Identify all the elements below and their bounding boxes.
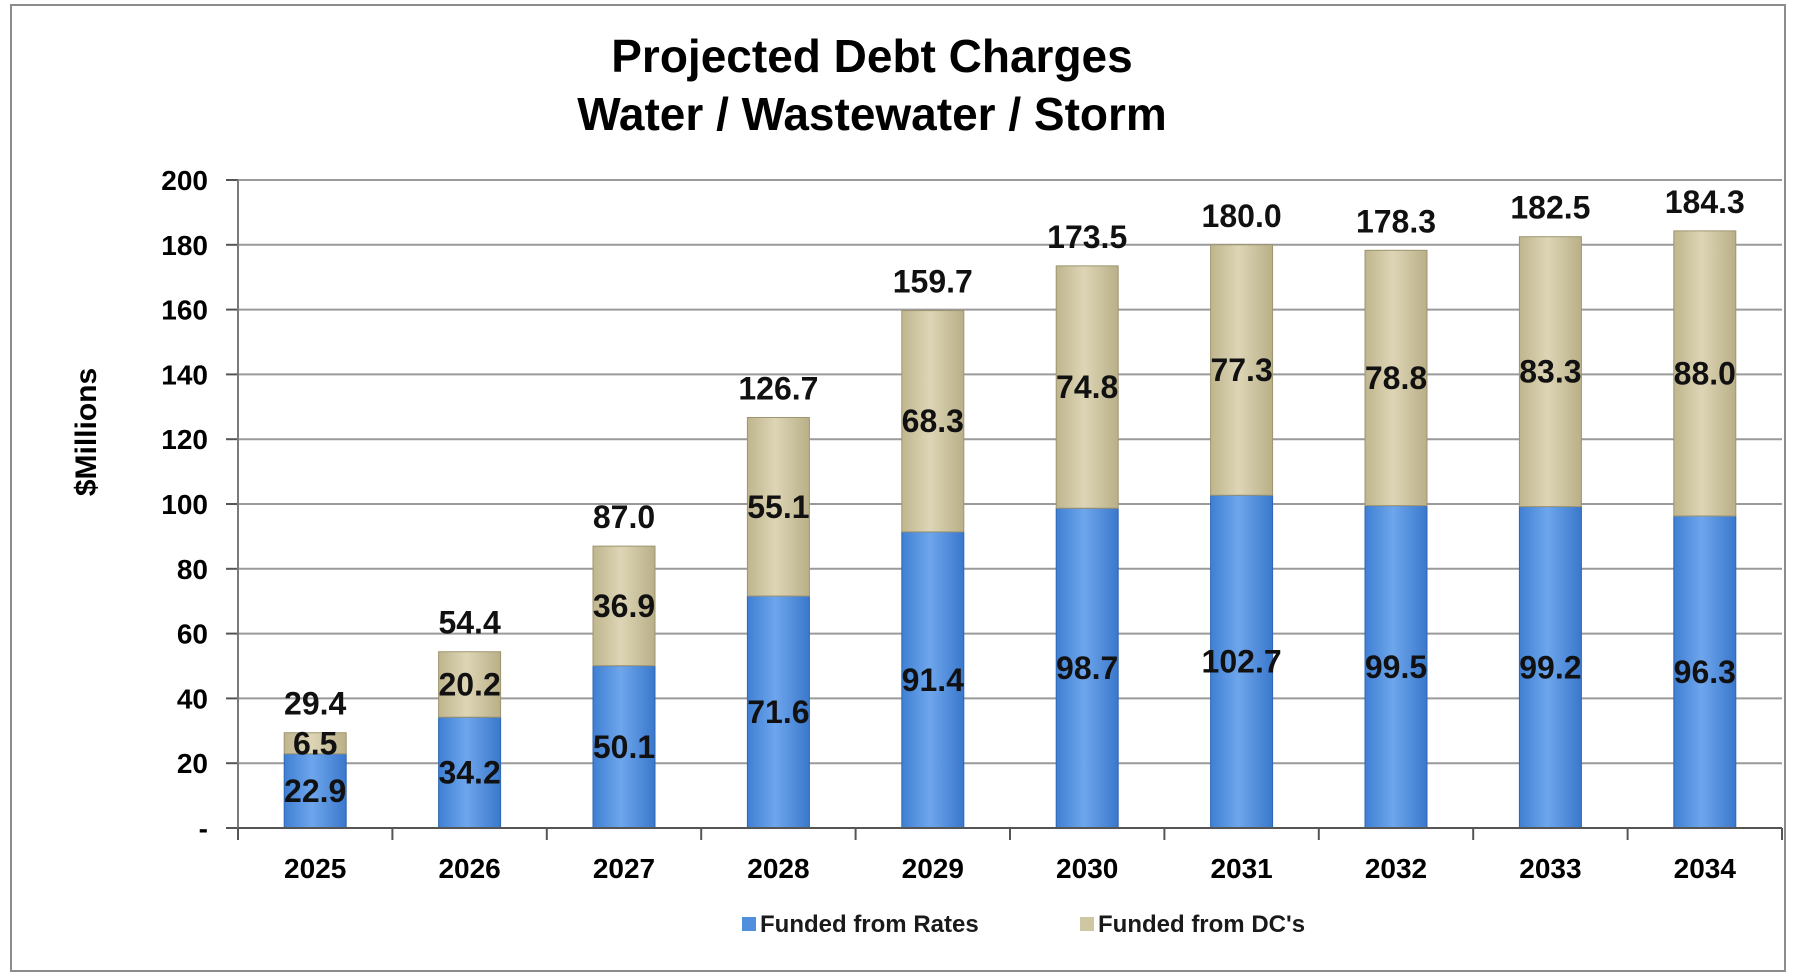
y-axis-label: $Millions [70,368,103,496]
bar-segment-dcs [901,310,965,533]
data-labels: 22.9 6.529.4 34.2 20.2 54.4 50.1 36.9 87.0 71.6 5… [284,184,1745,809]
y-tick-label: 100 [161,489,208,520]
data-label-rates: 99.2 [1519,649,1581,685]
bar-segment-rates [746,595,810,829]
x-tick-label: 2034 [1674,853,1737,884]
x-tick-label: 2030 [1056,853,1118,884]
data-label-dcs: 68.3 [902,403,964,439]
data-label-dcs: 83.3 [1519,354,1581,390]
x-tick-label: 2031 [1210,853,1272,884]
data-label-rates: 91.4 [902,662,964,698]
data-label-total: 173.5 [1047,219,1127,255]
bar-segment-rates [283,753,347,829]
data-label-dcs: 36.9 [593,588,655,624]
y-tick-label: 20 [177,748,208,779]
data-label-dcs: 74.8 [1056,369,1118,405]
bar-segment-rates [1518,506,1582,829]
legend-swatch-dcs [1080,917,1094,931]
y-tick-label: 140 [161,359,208,390]
bar-segment-rates [1055,507,1119,829]
bar-segment-dcs [438,651,502,718]
legend-label-dcs: Funded from DC's [1098,911,1305,938]
data-label-total: 126.7 [738,370,818,406]
data-label-total: 87.0 [593,499,655,535]
data-label-rates: 96.3 [1674,654,1736,690]
bar-segment-dcs [592,545,656,667]
data-label-dcs: 78.8 [1365,360,1427,396]
x-tick-label: 2029 [902,853,964,884]
x-axis: 2025 2026 2027 2028 2029 2030 2031 2032 2033 2034 [237,827,1783,884]
bar-segment-dcs [1673,230,1737,517]
y-tick-label: 120 [161,424,208,455]
y-tick-label: 60 [177,619,208,650]
bar-segment-dcs [746,416,810,597]
chart-subtitle: Water / Wastewater / Storm [577,88,1167,140]
x-tick-label: 2033 [1519,853,1581,884]
data-label-total: 180.0 [1202,198,1282,234]
x-tick-label: 2025 [284,853,346,884]
x-tick-label: 2027 [593,853,655,884]
x-tick-label: 2028 [747,853,809,884]
data-label-rates: 71.6 [747,694,809,730]
y-axis-ticks: - 20 40 60 80 100 120 140 160 180 200 [161,165,208,844]
data-label-rates: 34.2 [438,755,500,791]
x-tick-label: 2026 [438,853,500,884]
y-tick-label: - [199,813,208,844]
data-label-dcs: 88.0 [1674,355,1736,391]
y-tick-label: 40 [177,683,208,714]
data-label-total: 184.3 [1665,184,1745,220]
data-label-total: 178.3 [1356,203,1436,239]
data-label-dcs: 20.2 [438,666,500,702]
data-label-dcs: 55.1 [747,489,809,525]
bar-segment-rates [901,531,965,829]
y-tick-label: 160 [161,295,208,326]
data-label-rates: 102.7 [1202,644,1282,680]
legend: Funded from Rates Funded from DC's [742,911,1305,938]
bar-segment-rates [592,665,656,829]
bar-segment-dcs [1055,265,1119,509]
bar-segment-dcs [1210,244,1274,496]
bar-segment-rates [1673,515,1737,829]
y-tick-label: 80 [177,554,208,585]
data-label-rates: 99.5 [1365,649,1427,685]
legend-label-rates: Funded from Rates [760,911,979,938]
bar-segment-dcs [1364,249,1428,507]
data-label-total: 159.7 [893,264,973,300]
bar-segment-dcs [1518,236,1582,508]
data-label-total: 54.4 [438,605,500,641]
data-label-dcs: 77.3 [1210,352,1272,388]
x-tick-label: 2032 [1365,853,1427,884]
data-label-rates: 98.7 [1056,650,1118,686]
legend-swatch-rates [742,917,756,931]
y-tick-label: 180 [161,230,208,261]
data-label-rates: 50.1 [593,729,655,765]
data-label-total: 182.5 [1510,190,1590,226]
data-label-rates: 22.9 [284,773,346,809]
bar-segment-rates [1210,494,1274,829]
data-label-dcs: 6.5 [293,725,337,761]
y-tick-label: 200 [161,165,208,196]
bars [283,230,1737,829]
bar-segment-rates [1364,505,1428,829]
data-label-total: 29.4 [284,686,346,722]
bar-segment-dcs [283,732,347,755]
chart-title: Projected Debt Charges [611,30,1132,82]
